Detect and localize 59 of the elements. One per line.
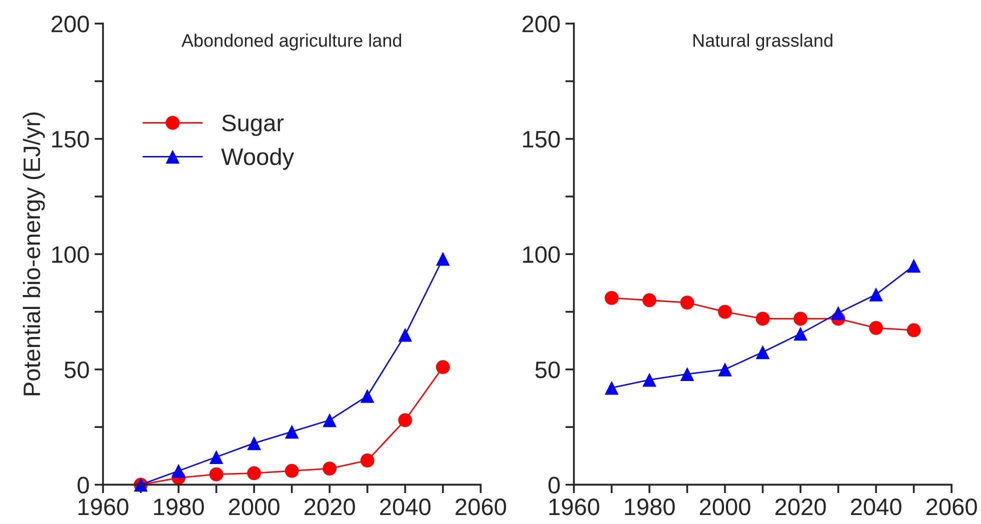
text: Abondoned agriculture land — [181, 34, 402, 50]
point — [322, 462, 337, 476]
legend-label: Sugar — [222, 114, 284, 136]
point — [322, 413, 337, 428]
point — [718, 304, 732, 319]
x-tick-label: 2040 — [850, 498, 902, 516]
y-tick-label: 0 — [78, 476, 89, 494]
point — [869, 288, 883, 302]
x-tick-label: 2060 — [456, 498, 506, 516]
point — [247, 466, 262, 480]
point — [794, 312, 808, 326]
point — [172, 464, 186, 478]
point — [756, 312, 770, 326]
y-tick-label: 100 — [52, 246, 89, 263]
point — [360, 388, 374, 403]
y-tick-label: 100 — [523, 246, 560, 263]
y-tick-label: 200 — [522, 16, 560, 32]
point — [604, 380, 619, 395]
point — [284, 464, 299, 478]
x-tick-label: 1960 — [549, 498, 600, 516]
point — [642, 372, 656, 387]
y-tick-label: 150 — [52, 130, 89, 148]
point — [680, 296, 694, 310]
point — [604, 291, 619, 305]
point — [794, 326, 808, 341]
point — [360, 454, 374, 468]
x-tick-label: 2000 — [229, 498, 280, 516]
y-axis-title: Potential bio-energy (EJ/yr) — [22, 112, 45, 396]
x-tick-label: 2060 — [926, 498, 977, 516]
point — [209, 450, 224, 464]
x-tick-label: 2020 — [775, 498, 826, 516]
point — [869, 320, 883, 335]
point — [209, 467, 224, 482]
text: Natural grassland — [693, 34, 832, 50]
point — [247, 436, 262, 450]
point — [398, 328, 412, 342]
y-tick-label: 50 — [535, 361, 560, 378]
x-tick-label: 2020 — [304, 498, 355, 516]
y-tick-label: 150 — [523, 130, 560, 148]
point — [756, 345, 770, 360]
point — [906, 258, 921, 273]
y-tick-label: 200 — [52, 16, 89, 32]
point — [718, 362, 732, 376]
point — [284, 424, 299, 439]
point — [680, 367, 694, 381]
point — [436, 252, 450, 266]
y-tick-label: 0 — [548, 476, 560, 494]
legend-label: Woody — [221, 148, 294, 170]
x-tick-label: 2000 — [700, 498, 750, 516]
x-tick-label: 1980 — [154, 498, 204, 516]
point — [398, 413, 412, 428]
x-tick-label: 1980 — [624, 498, 675, 516]
y-tick-label: 50 — [64, 361, 89, 378]
point — [906, 323, 921, 338]
point — [642, 293, 656, 308]
point — [436, 360, 450, 374]
x-tick-label: 1960 — [78, 498, 128, 516]
point — [831, 306, 846, 320]
x-tick-label: 2040 — [380, 498, 430, 516]
